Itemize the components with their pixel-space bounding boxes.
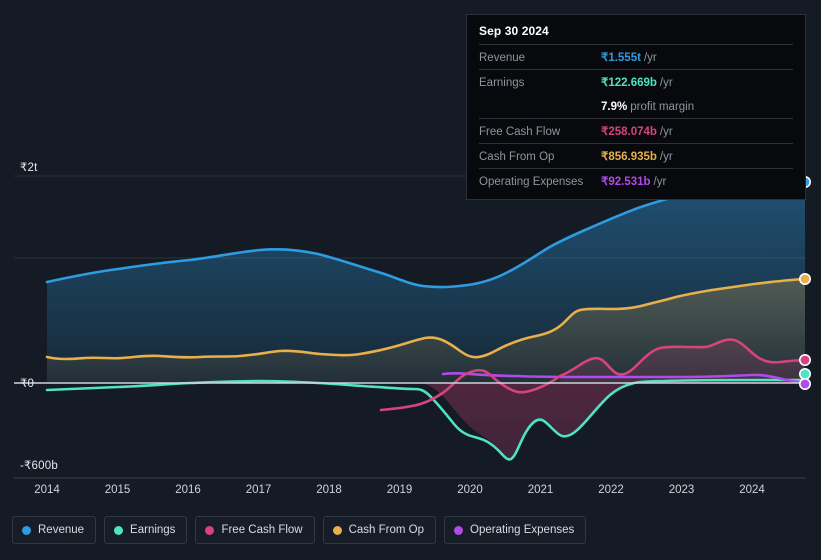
tooltip-row-value-wrap: ₹1.555t/yr — [601, 48, 657, 66]
legend-item-label: Cash From Op — [348, 524, 425, 536]
x-axis-tick-2015: 2015 — [104, 484, 131, 496]
tooltip-row-cash-from-op: Cash From Op ₹856.935b/yr — [479, 143, 793, 168]
legend-item-earnings[interactable]: Earnings — [104, 516, 188, 544]
chart-plot-area[interactable] — [0, 0, 821, 505]
tooltip-row-label: Cash From Op — [479, 151, 555, 163]
tooltip-row-value: ₹92.531b — [601, 176, 651, 188]
legend-color-dot-icon — [454, 525, 464, 535]
x-axis-tick-2019: 2019 — [386, 484, 413, 496]
tooltip-row-unit: /yr — [643, 52, 657, 64]
tooltip-row-value-wrap: ₹258.074b/yr — [601, 122, 673, 140]
legend-item-label: Revenue — [38, 524, 85, 536]
tooltip-row-label: Free Cash Flow — [479, 126, 561, 138]
y-axis-label-bottom: -₹600b — [20, 460, 58, 472]
tooltip-row-revenue: Revenue ₹1.555t/yr — [479, 44, 793, 69]
x-axis-tick-2016: 2016 — [175, 484, 201, 496]
x-axis-tick-2018: 2018 — [316, 484, 342, 496]
tooltip-row-value: 7.9% — [601, 101, 628, 113]
tooltip-row-unit: profit margin — [630, 101, 695, 113]
y-axis-label-zero: ₹0 — [20, 378, 35, 390]
tooltip-date: Sep 30 2024 — [479, 24, 549, 38]
tooltip-row-value-wrap: ₹856.935b/yr — [601, 147, 673, 165]
legend-item-revenue[interactable]: Revenue — [12, 516, 97, 544]
tooltip-rows: Revenue ₹1.555t/yr Earnings ₹122.669b/yr 7.9… — [479, 44, 793, 193]
x-axis-tick-2014: 2014 — [34, 484, 60, 496]
legend-item-label: Operating Expenses — [470, 524, 575, 536]
legend-item-operating-expenses[interactable]: Operating Expenses — [444, 516, 587, 544]
chart-legend[interactable]: Revenue Earnings Free Cash Flow Cash From O… — [12, 516, 587, 544]
tooltip-row-value-wrap: ₹92.531b/yr — [601, 172, 666, 190]
line-free-cash-flow — [379, 338, 807, 412]
tooltip-row-label: Operating Expenses — [479, 176, 584, 188]
x-axis-tick-2017: 2017 — [245, 484, 272, 496]
x-axis-tick-2020: 2020 — [457, 484, 483, 496]
x-axis-tick-2021: 2021 — [527, 484, 554, 496]
tooltip-row-free-cash-flow: Free Cash Flow ₹258.074b/yr — [479, 118, 793, 143]
tooltip-row-value: ₹1.555t — [601, 52, 641, 64]
tooltip-row-unit: /yr — [653, 176, 667, 188]
area-free-cash-flow — [560, 339, 805, 383]
chart-svg — [14, 175, 811, 479]
tooltip-row-unit: /yr — [659, 151, 673, 163]
tooltip-row-unit: /yr — [659, 126, 673, 138]
legend-color-dot-icon — [22, 525, 31, 535]
data-tooltip-panel: Sep 30 2024 Revenue ₹1.555t/yr Earnings ₹12… — [466, 14, 806, 200]
line-earnings — [45, 378, 807, 461]
legend-item-label: Earnings — [130, 524, 176, 536]
tooltip-row-label: Earnings — [479, 77, 525, 89]
x-axis-tick-2024: 2024 — [739, 484, 765, 496]
x-axis-tick-2023: 2023 — [668, 484, 695, 496]
tooltip-row-value: ₹856.935b — [601, 151, 657, 163]
x-axis: 2014 2015 2016 2017 2018 2019 2020 2021 2022 2023… — [0, 484, 821, 502]
x-axis-tick-2022: 2022 — [598, 484, 624, 496]
tooltip-row-value-wrap: 7.9% profit margin — [601, 97, 694, 115]
tooltip-row-value: ₹258.074b — [601, 126, 657, 138]
tooltip-row-profit-margin: 7.9% profit margin — [479, 94, 793, 118]
legend-item-cash-from-op[interactable]: Cash From Op — [322, 516, 437, 544]
legend-color-dot-icon — [114, 525, 124, 535]
line-cash-from-op — [45, 277, 807, 361]
area-earnings-negative — [418, 382, 805, 459]
legend-color-dot-icon — [332, 525, 342, 535]
line-operating-expenses — [441, 371, 807, 384]
tooltip-row-earnings: Earnings ₹122.669b/yr — [479, 69, 793, 94]
tooltip-row-label: Revenue — [479, 52, 526, 64]
tooltip-row-unit: /yr — [659, 77, 673, 89]
tooltip-row-value-wrap: ₹122.669b/yr — [601, 73, 673, 91]
y-axis-label-top: ₹2t — [20, 162, 38, 174]
tooltip-row-operating-expenses: Operating Expenses ₹92.531b/yr — [479, 168, 793, 193]
legend-item-free-cash-flow[interactable]: Free Cash Flow — [195, 516, 315, 544]
legend-item-label: Free Cash Flow — [221, 524, 303, 536]
tooltip-row-value: ₹122.669b — [601, 77, 657, 89]
legend-color-dot-icon — [205, 525, 215, 535]
